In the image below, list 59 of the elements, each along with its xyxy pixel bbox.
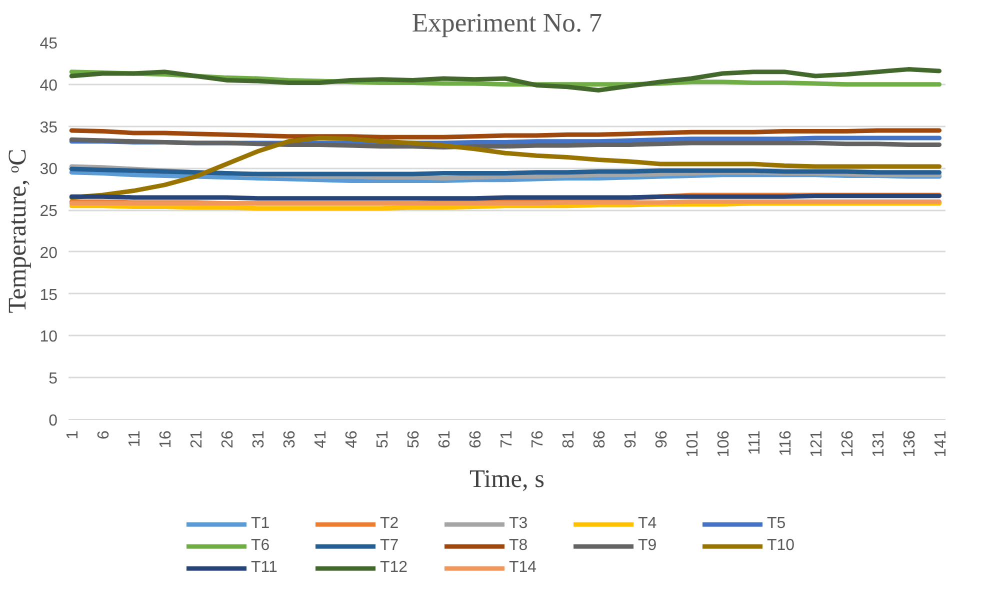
x-tick-label: 76	[529, 430, 546, 448]
y-tick-label: 10	[40, 328, 58, 346]
legend-label: T12	[380, 559, 409, 577]
y-tick-label: 40	[40, 77, 58, 94]
x-tick-label: 56	[405, 430, 422, 448]
x-axis-title: Time, s	[469, 465, 545, 494]
legend-label: T4	[638, 515, 658, 533]
x-tick-label: 66	[467, 430, 484, 448]
x-tick-label: 101	[684, 430, 702, 458]
legend-label: T9	[638, 537, 658, 555]
legend-label: T5	[767, 515, 787, 533]
legend-label: T10	[767, 537, 796, 555]
y-tick-label: 5	[48, 370, 58, 388]
x-tick-label: 136	[901, 430, 918, 458]
chart-title: Experiment No. 7	[412, 8, 602, 38]
x-tick-label: 16	[158, 430, 175, 448]
y-tick-label: 0	[48, 412, 58, 430]
y-tick-label: 30	[40, 161, 58, 178]
x-tick-label: 131	[870, 430, 888, 458]
x-tick-label: 116	[777, 430, 794, 456]
legend-label: T14	[509, 559, 538, 577]
line-series	[69, 136, 942, 200]
x-tick-label: 106	[715, 430, 732, 458]
legend-label: T6	[251, 537, 271, 555]
legend-label: T3	[509, 515, 529, 533]
y-tick-label: 45	[40, 36, 58, 52]
x-tick-label: 11	[126, 430, 144, 448]
line-series	[69, 128, 942, 140]
x-tick-label: 121	[808, 430, 826, 458]
x-tick-label: 86	[591, 430, 608, 448]
legend-label: T1	[251, 515, 271, 533]
x-tick-label: 51	[374, 430, 392, 448]
legend-label: T11	[251, 559, 278, 577]
legend-label: T7	[380, 537, 400, 555]
x-tick-label: 111	[746, 430, 764, 455]
x-tick-label: 1	[64, 430, 82, 440]
x-tick-label: 31	[250, 430, 268, 448]
x-tick-label: 141	[932, 430, 950, 458]
y-tick-label: 25	[40, 203, 58, 220]
line-series	[69, 67, 942, 93]
x-tick-label: 91	[622, 430, 640, 448]
x-tick-label: 6	[96, 430, 113, 440]
x-tick-label: 61	[436, 430, 454, 448]
x-tick-label: 46	[344, 430, 361, 448]
x-tick-label: 81	[560, 430, 578, 448]
x-tick-label: 36	[282, 430, 299, 448]
x-tick-label: 26	[220, 430, 237, 448]
x-tick-label: 41	[312, 430, 330, 448]
y-tick-label: 20	[40, 244, 58, 262]
legend-label: T8	[509, 537, 529, 555]
y-tick-label: 15	[40, 286, 58, 304]
y-axis-title: Temperature, ᵒC	[4, 148, 32, 314]
y-tick-label: 35	[40, 119, 58, 136]
x-tick-label: 126	[839, 430, 856, 458]
x-tick-label: 71	[498, 430, 516, 448]
x-tick-label: 96	[653, 430, 670, 448]
x-tick-label: 21	[188, 430, 206, 448]
legend-label: T2	[380, 515, 400, 533]
line-series	[69, 137, 942, 150]
